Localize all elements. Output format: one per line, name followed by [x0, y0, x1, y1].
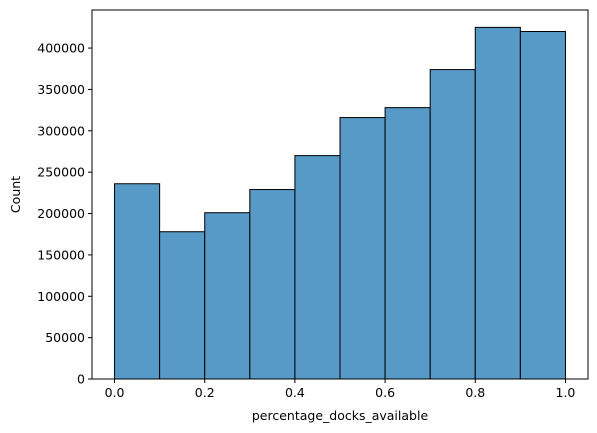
y-axis-label: Count — [8, 176, 23, 213]
plot-frame — [91, 9, 589, 380]
y-tick-label: 400000 — [37, 41, 85, 56]
x-tick-label: 0.6 — [375, 385, 395, 400]
y-tick-label: 300000 — [37, 123, 85, 138]
histogram-bar — [204, 212, 251, 380]
y-tick-label: 100000 — [37, 289, 85, 304]
histogram-bar — [429, 69, 476, 380]
histogram-bar — [249, 189, 296, 380]
x-tick-label: 1.0 — [556, 385, 576, 400]
histogram-bar — [384, 107, 431, 380]
y-axis-ticks: 0 50000 100000 150000 200000 250000 300000 3500… — [37, 41, 92, 387]
x-tick-label: 0.8 — [465, 385, 485, 400]
x-tick-label: 0.4 — [285, 385, 305, 400]
histogram-bar — [474, 26, 521, 380]
histogram-bar — [519, 31, 566, 380]
y-tick-label: 250000 — [37, 165, 85, 180]
y-tick-label: 50000 — [45, 330, 85, 345]
x-tick-label: 0.0 — [105, 385, 125, 400]
histogram-bar — [294, 155, 341, 380]
y-tick-label: 0 — [77, 372, 85, 387]
bars-group — [114, 26, 566, 380]
y-tick-label: 350000 — [37, 82, 85, 97]
y-tick-label: 150000 — [37, 247, 85, 262]
histogram-bar — [339, 117, 386, 380]
x-tick-label: 0.2 — [195, 385, 215, 400]
x-axis-ticks: 0.0 0.2 0.4 0.6 0.8 1.0 — [105, 379, 576, 400]
histogram-bar — [159, 231, 206, 380]
y-tick-label: 200000 — [37, 206, 85, 221]
histogram-bar — [114, 183, 161, 380]
x-axis-label: percentage_docks_available — [252, 408, 429, 423]
